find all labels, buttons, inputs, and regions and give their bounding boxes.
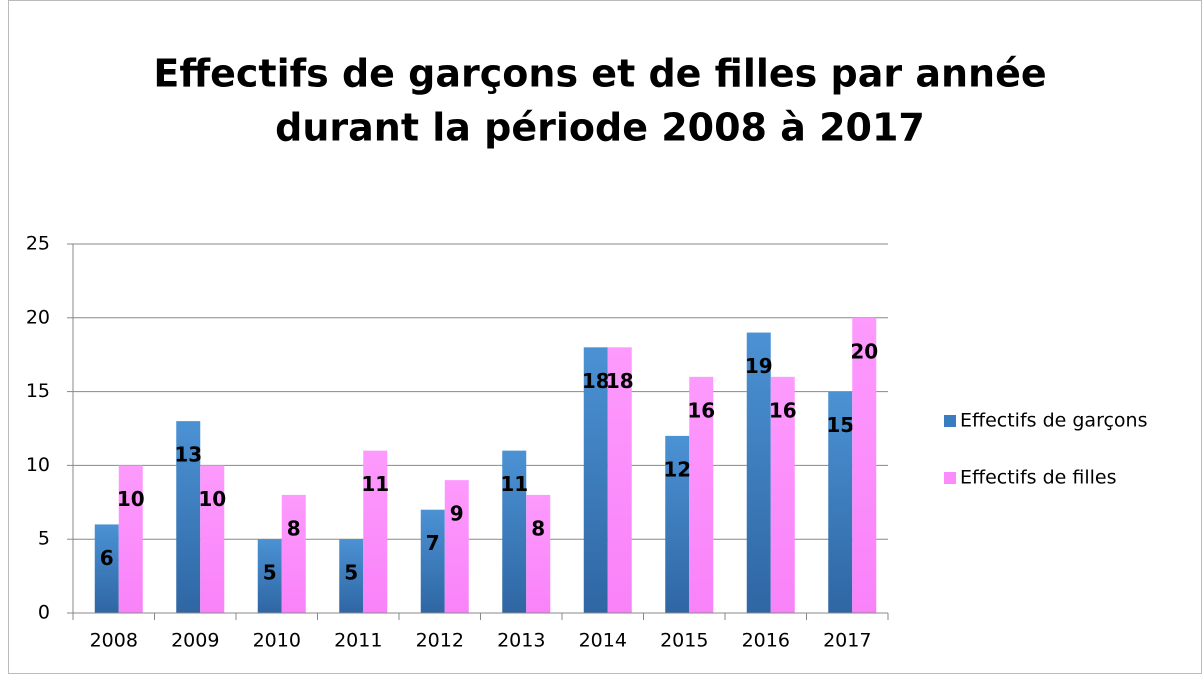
chart-title: Effectifs de garçons et de filles par an… — [153, 52, 1046, 96]
value-label: 19 — [745, 354, 773, 378]
legend-label: Effectifs de filles — [960, 467, 1117, 489]
x-tick-label: 2014 — [579, 630, 627, 652]
bar — [746, 332, 771, 613]
bar — [828, 391, 853, 613]
value-label: 8 — [531, 516, 545, 540]
bar — [852, 317, 877, 613]
bar — [502, 450, 527, 613]
value-label: 9 — [450, 502, 464, 526]
x-tick-label: 2017 — [823, 630, 871, 652]
bar — [665, 435, 690, 613]
x-tick-label: 2011 — [334, 630, 382, 652]
y-tick-label: 20 — [26, 306, 50, 328]
x-tick-label: 2008 — [90, 630, 138, 652]
value-label: 5 — [263, 561, 277, 585]
y-tick-label: 25 — [26, 233, 50, 255]
value-label: 16 — [687, 398, 715, 422]
value-label: 18 — [606, 369, 634, 393]
value-label: 10 — [117, 487, 145, 511]
bar — [583, 347, 608, 613]
value-label: 8 — [287, 516, 301, 540]
x-tick-label: 2013 — [497, 630, 545, 652]
value-label: 10 — [198, 487, 226, 511]
bar — [281, 494, 306, 613]
chart-title: durant la période 2008 à 2017 — [275, 106, 925, 150]
bar — [363, 450, 388, 613]
bar — [770, 376, 795, 613]
bar — [257, 539, 282, 613]
x-tick-label: 2009 — [171, 630, 219, 652]
bar — [339, 539, 364, 613]
value-label: 13 — [174, 443, 202, 467]
y-tick-label: 5 — [38, 528, 50, 550]
bar — [176, 421, 201, 613]
value-label: 15 — [826, 413, 854, 437]
bar — [689, 376, 714, 613]
bar — [444, 480, 469, 613]
bar — [526, 494, 551, 613]
legend-swatch — [944, 472, 956, 484]
value-label: 16 — [769, 398, 797, 422]
value-label: 18 — [582, 369, 610, 393]
value-label: 20 — [850, 339, 878, 363]
x-tick-label: 2012 — [416, 630, 464, 652]
y-tick-label: 0 — [38, 602, 50, 624]
legend-swatch — [944, 415, 956, 427]
legend-label: Effectifs de garçons — [960, 410, 1148, 432]
frame — [8, 0, 1202, 674]
value-label: 11 — [500, 472, 528, 496]
value-label: 12 — [663, 457, 691, 481]
x-tick-label: 2015 — [660, 630, 708, 652]
bar — [200, 465, 225, 613]
bar — [607, 347, 632, 613]
bar — [118, 465, 143, 613]
value-label: 11 — [361, 472, 389, 496]
y-tick-label: 10 — [26, 454, 50, 476]
value-label: 6 — [100, 546, 114, 570]
bar — [94, 524, 119, 613]
bar — [420, 509, 445, 613]
y-tick-label: 15 — [26, 380, 50, 402]
value-label: 7 — [426, 531, 440, 555]
value-label: 5 — [344, 561, 358, 585]
x-tick-label: 2016 — [742, 630, 790, 652]
x-tick-label: 2010 — [253, 630, 301, 652]
